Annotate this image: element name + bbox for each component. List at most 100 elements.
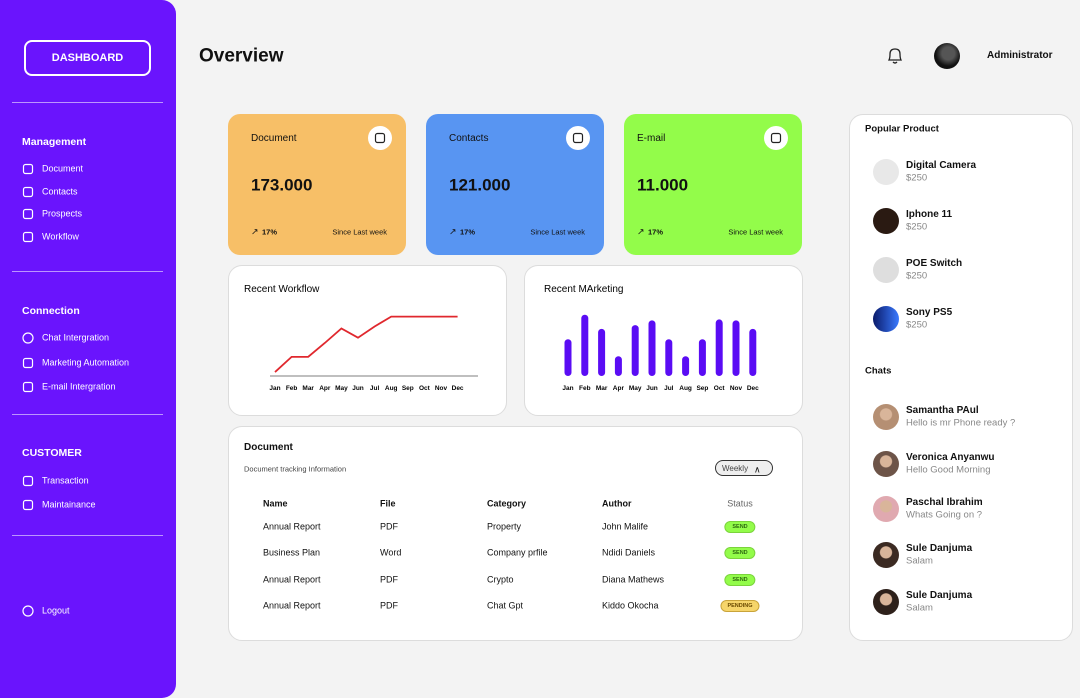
chat-name: Sule Danjuma — [906, 543, 973, 554]
bar — [614, 356, 622, 376]
nav-item[interactable]: Document — [42, 163, 84, 174]
icon-shape — [22, 475, 34, 487]
logout[interactable]: Logout — [42, 605, 70, 616]
icon — [22, 186, 34, 198]
product-image — [873, 257, 899, 283]
x-tick-label: Oct — [714, 385, 726, 392]
chat-message: Hello Good Morning — [906, 464, 991, 476]
bar — [648, 320, 656, 376]
trend-arrow: ↗ — [637, 226, 645, 237]
x-tick-label: Jul — [664, 385, 674, 392]
divider — [12, 535, 163, 536]
x-tick-label: May — [629, 385, 642, 392]
nav-item[interactable]: Workflow — [42, 231, 79, 242]
trend-arrow: ↗ — [251, 226, 259, 237]
x-tick-label: Mar — [302, 385, 314, 392]
table-cell: Ndidi Daniels — [602, 547, 656, 558]
stat-card: Contacts 121.000 ↗ 17% Since Last week — [426, 114, 604, 255]
divider — [12, 414, 163, 415]
icon-shape — [22, 605, 34, 617]
nav-item[interactable]: Maintainance — [42, 499, 96, 510]
x-tick-label: Apr — [613, 385, 625, 392]
card-icon — [764, 126, 788, 150]
product-name: Digital Camera — [906, 160, 977, 171]
chat-avatar[interactable] — [873, 589, 899, 615]
product-price: $250 — [906, 319, 928, 331]
x-tick-label: Jun — [646, 385, 658, 392]
icon-shape — [22, 208, 34, 220]
icon — [22, 208, 34, 220]
section-title: CUSTOMER — [22, 446, 82, 459]
x-tick-label: Sep — [402, 385, 414, 392]
nav-item[interactable]: Transaction — [42, 475, 89, 486]
chats-title: Chats — [865, 365, 892, 377]
x-tick-label: Jan — [562, 385, 573, 392]
nav-item[interactable]: Marketing Automation — [42, 357, 130, 368]
nav-item[interactable]: Prospects — [42, 208, 83, 219]
icon — [572, 132, 584, 144]
chat-avatar[interactable] — [873, 451, 899, 477]
card-value: 121.000 — [449, 175, 511, 195]
bar — [698, 339, 706, 376]
table-cell: PDF — [380, 521, 398, 532]
nav-item[interactable]: E-mail Intergration — [42, 381, 116, 392]
x-tick-label: Feb — [286, 385, 298, 392]
divider — [12, 271, 163, 272]
chart-title: Recent MArketing — [544, 284, 623, 295]
table-cell: Property — [487, 521, 522, 532]
dashboard-button[interactable]: DASHBOARD — [24, 40, 151, 76]
popular-title: Popular Product — [865, 123, 939, 135]
stat-card: E-mail 11.000 ↗ 17% Since Last week — [624, 114, 802, 255]
product-price: $250 — [906, 270, 928, 282]
icon-shape — [22, 332, 34, 344]
chat-name: Paschal Ibrahim — [906, 497, 983, 508]
column-header: Author — [602, 498, 632, 509]
column-header: Name — [263, 498, 288, 509]
icon-shape — [22, 231, 34, 243]
table-cell: Crypto — [487, 574, 514, 585]
filter-button[interactable]: Weekly ∧ — [715, 460, 773, 476]
card-period: Since Last week — [728, 227, 783, 237]
chat-message: Whats Going on ? — [906, 509, 983, 521]
status-badge: SEND — [724, 574, 756, 586]
chat-name: Veronica Anyanwu — [906, 452, 995, 463]
x-tick-label: May — [335, 385, 348, 392]
x-tick-label: Mar — [596, 385, 608, 392]
table-title: Document — [244, 442, 293, 453]
table-cell: Company prfile — [487, 547, 548, 558]
chat-avatar[interactable] — [873, 496, 899, 522]
icon-shape — [22, 163, 34, 175]
bar — [598, 328, 606, 376]
column-header: Category — [487, 498, 527, 509]
x-tick-label: Aug — [385, 385, 398, 392]
x-tick-label: Feb — [579, 385, 591, 392]
user-name[interactable]: Administrator — [987, 50, 1053, 61]
nav-item[interactable]: Contacts — [42, 186, 78, 197]
x-tick-label: Apr — [319, 385, 331, 392]
card-value: 173.000 — [251, 175, 313, 195]
table-subtitle: Document tracking Information — [244, 464, 347, 474]
card-period: Since Last week — [332, 227, 387, 237]
card-change: 17% — [648, 227, 664, 237]
document-panel: Document Document tracking Information Wee… — [228, 426, 803, 641]
icon — [22, 231, 34, 243]
table-cell: Annual Report — [263, 521, 321, 532]
icon — [22, 381, 34, 393]
icon — [22, 163, 34, 175]
table-cell: Kiddo Okocha — [602, 600, 659, 611]
icon — [770, 132, 782, 144]
x-tick-label: Oct — [419, 385, 431, 392]
chat-avatar[interactable] — [873, 542, 899, 568]
nav-item[interactable]: Chat Intergration — [42, 332, 110, 343]
icon-shape — [770, 132, 782, 144]
chat-avatar[interactable] — [873, 404, 899, 430]
column-header: File — [380, 498, 396, 509]
bar — [581, 314, 589, 376]
filter-chevron: ∧ — [754, 464, 761, 475]
bar — [715, 319, 723, 376]
user-avatar[interactable] — [934, 43, 960, 69]
bell-icon[interactable] — [884, 45, 906, 67]
table-cell: Chat Gpt — [487, 600, 524, 611]
x-tick-label: Jan — [269, 385, 280, 392]
